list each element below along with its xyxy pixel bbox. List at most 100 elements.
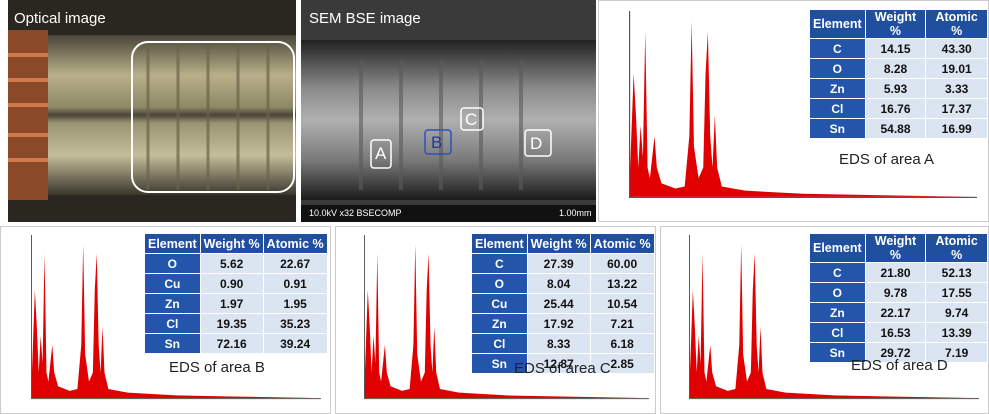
- sem-footer: 10.0kV x32 BSECOMP: [309, 208, 402, 218]
- value-cell: 72.16: [200, 334, 263, 354]
- column-header: Atomic %: [926, 234, 988, 263]
- element-cell: Zn: [472, 314, 528, 334]
- value-cell: 14.15: [865, 39, 926, 59]
- element-cell: C: [472, 254, 528, 274]
- value-cell: 0.90: [200, 274, 263, 294]
- value-cell: 13.22: [590, 274, 654, 294]
- page: {"images":{"optical":{"label":"Optical i…: [0, 0, 989, 414]
- table-row: C21.8052.13: [810, 263, 988, 283]
- element-cell: Zn: [810, 79, 866, 99]
- value-cell: 9.74: [926, 303, 988, 323]
- element-cell: O: [145, 254, 201, 274]
- sem-image: SEM BSE image A B C D 10.0kV x32 BSECOMP…: [301, 0, 596, 222]
- value-cell: 10.54: [590, 294, 654, 314]
- area-label: D: [530, 134, 542, 154]
- value-cell: 22.67: [263, 254, 327, 274]
- column-header: Atomic %: [926, 10, 988, 39]
- eds-caption: EDS of area B: [169, 359, 265, 376]
- element-cell: Cl: [472, 334, 528, 354]
- area-label: C: [465, 110, 477, 130]
- value-cell: 52.13: [926, 263, 988, 283]
- optical-photo: [8, 0, 296, 222]
- value-cell: 5.93: [865, 79, 926, 99]
- element-cell: C: [810, 39, 866, 59]
- area-label: A: [375, 144, 386, 164]
- value-cell: 39.24: [263, 334, 327, 354]
- column-header: Weight %: [865, 10, 926, 39]
- column-header: Element: [145, 234, 201, 254]
- column-header: Weight %: [865, 234, 926, 263]
- value-cell: 9.78: [865, 283, 926, 303]
- element-cell: C: [810, 263, 866, 283]
- value-cell: 8.28: [865, 59, 926, 79]
- eds-caption: EDS of area D: [851, 357, 948, 374]
- value-cell: 13.39: [926, 323, 988, 343]
- element-cell: Sn: [145, 334, 201, 354]
- element-cell: Cl: [810, 99, 866, 119]
- eds-panel: ElementWeight %Atomic %C27.3960.00O8.041…: [335, 226, 656, 414]
- eds-caption: EDS of area A: [839, 151, 934, 168]
- value-cell: 60.00: [590, 254, 654, 274]
- element-cell: Cl: [145, 314, 201, 334]
- value-cell: 35.23: [263, 314, 327, 334]
- value-cell: 21.80: [865, 263, 926, 283]
- column-header: Atomic %: [590, 234, 654, 254]
- optical-image: Optical image: [8, 0, 296, 222]
- value-cell: 19.35: [200, 314, 263, 334]
- column-header: Element: [472, 234, 528, 254]
- value-cell: 5.62: [200, 254, 263, 274]
- element-cell: O: [810, 283, 866, 303]
- value-cell: 16.53: [865, 323, 926, 343]
- element-cell: Zn: [810, 303, 866, 323]
- sem-photo: [301, 0, 596, 222]
- image-label: Optical image: [14, 10, 106, 27]
- value-cell: 6.18: [590, 334, 654, 354]
- element-cell: Sn: [810, 119, 866, 139]
- value-cell: 7.21: [590, 314, 654, 334]
- table-row: C27.3960.00: [472, 254, 655, 274]
- value-cell: 22.17: [865, 303, 926, 323]
- column-header: Weight %: [200, 234, 263, 254]
- element-cell: O: [810, 59, 866, 79]
- image-label: SEM BSE image: [309, 10, 421, 27]
- value-cell: 17.37: [926, 99, 988, 119]
- value-cell: 16.76: [865, 99, 926, 119]
- value-cell: 25.44: [527, 294, 590, 314]
- value-cell: 8.04: [527, 274, 590, 294]
- scale-label: 1.00mm: [559, 208, 592, 218]
- value-cell: 17.92: [527, 314, 590, 334]
- area-label: B: [431, 133, 442, 153]
- eds-caption: EDS of area C: [514, 360, 611, 377]
- column-header: Weight %: [527, 234, 590, 254]
- element-cell: Cu: [145, 274, 201, 294]
- column-header: Atomic %: [263, 234, 327, 254]
- value-cell: 27.39: [527, 254, 590, 274]
- element-cell: Zn: [145, 294, 201, 314]
- value-cell: 17.55: [926, 283, 988, 303]
- column-header: Element: [810, 234, 866, 263]
- element-cell: O: [472, 274, 528, 294]
- value-cell: 43.30: [926, 39, 988, 59]
- element-cell: Cu: [472, 294, 528, 314]
- value-cell: 3.33: [926, 79, 988, 99]
